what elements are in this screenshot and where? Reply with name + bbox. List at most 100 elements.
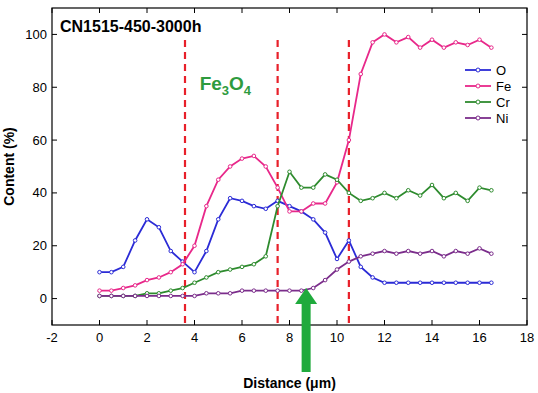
series-point xyxy=(383,249,387,253)
y-tick xyxy=(52,87,57,88)
series-point xyxy=(145,218,149,222)
series-point xyxy=(359,255,363,259)
legend-label: Cr xyxy=(496,95,510,110)
annotation-part: 4 xyxy=(244,83,252,98)
series-point xyxy=(478,186,482,190)
series-point xyxy=(454,191,458,195)
x-tick-label: 2 xyxy=(143,330,150,345)
series-point xyxy=(371,252,375,256)
x-tick xyxy=(147,320,148,325)
y-tick xyxy=(522,298,527,299)
x-tick xyxy=(384,8,385,13)
series-point xyxy=(490,46,494,50)
y-tick xyxy=(522,34,527,35)
series-point xyxy=(145,294,149,298)
series-point xyxy=(193,281,197,285)
background xyxy=(0,0,538,393)
x-tick xyxy=(289,320,290,325)
series-point xyxy=(311,202,315,206)
series-point xyxy=(371,41,375,45)
series-point xyxy=(490,188,494,192)
chart: -2024681012141618020406080100CN1515-450-… xyxy=(0,0,538,393)
series-point xyxy=(240,265,244,269)
series-point xyxy=(430,249,434,253)
series-point xyxy=(478,281,482,285)
series-point xyxy=(193,270,197,274)
x-tick xyxy=(432,320,433,325)
series-point xyxy=(383,33,387,37)
series-point xyxy=(205,276,209,280)
legend-swatch-marker xyxy=(476,68,480,72)
series-point xyxy=(466,43,470,47)
y-tick-label: 100 xyxy=(25,27,47,42)
series-point xyxy=(252,262,256,266)
series-point xyxy=(371,276,375,280)
series-point xyxy=(157,225,161,229)
series-point xyxy=(157,294,161,298)
series-point xyxy=(454,41,458,45)
boundary-line xyxy=(277,40,279,325)
x-tick-label: 10 xyxy=(330,330,344,345)
y-tick xyxy=(52,192,57,193)
y-tick-label: 80 xyxy=(33,80,47,95)
boundary-line xyxy=(348,40,350,325)
x-tick xyxy=(194,8,195,13)
x-tick xyxy=(384,320,385,325)
series-point xyxy=(300,210,304,214)
series-point xyxy=(418,46,422,50)
y-tick xyxy=(522,192,527,193)
series-point xyxy=(383,191,387,195)
series-point xyxy=(454,281,458,285)
boundary-line xyxy=(184,40,186,325)
legend-label: Ni xyxy=(496,111,508,126)
x-tick-label: -2 xyxy=(46,330,58,345)
y-tick-label: 20 xyxy=(33,238,47,253)
series-point xyxy=(133,294,137,298)
x-tick-label: 18 xyxy=(520,330,534,345)
series-point xyxy=(300,289,304,293)
x-tick xyxy=(242,8,243,13)
y-tick-label: 40 xyxy=(33,185,47,200)
series-point xyxy=(288,210,292,214)
series-point xyxy=(98,294,102,298)
series-point xyxy=(347,138,351,142)
y-tick xyxy=(522,140,527,141)
series-point xyxy=(169,289,173,293)
plot-frame xyxy=(52,8,527,325)
series-line xyxy=(100,34,492,290)
series-point xyxy=(311,186,315,190)
series-point xyxy=(216,270,220,274)
x-tick-label: 0 xyxy=(96,330,103,345)
series-point xyxy=(466,281,470,285)
series-point xyxy=(347,260,351,264)
series-point xyxy=(335,257,339,261)
annotation-part: Fe xyxy=(200,73,222,94)
series-point xyxy=(264,255,268,259)
series-point xyxy=(193,244,197,248)
series-point xyxy=(98,294,102,298)
series-point xyxy=(395,281,399,285)
series-point xyxy=(145,278,149,282)
series-point xyxy=(300,186,304,190)
series-point xyxy=(442,196,446,200)
series-point xyxy=(395,196,399,200)
series-point xyxy=(335,178,339,182)
series-point xyxy=(323,202,327,206)
series-point xyxy=(181,286,185,290)
x-tick xyxy=(99,320,100,325)
x-tick xyxy=(479,320,480,325)
series-point xyxy=(193,294,197,298)
series-point xyxy=(228,196,232,200)
legend-label: O xyxy=(496,63,506,78)
series-point xyxy=(442,46,446,50)
y-tick xyxy=(52,245,57,246)
series-point xyxy=(430,38,434,42)
series-point xyxy=(371,196,375,200)
series-point xyxy=(430,183,434,187)
series-point xyxy=(276,186,280,190)
series-point xyxy=(181,294,185,298)
series-point xyxy=(110,289,114,293)
series-point xyxy=(442,255,446,259)
x-tick-label: 6 xyxy=(238,330,245,345)
x-tick xyxy=(99,8,100,13)
